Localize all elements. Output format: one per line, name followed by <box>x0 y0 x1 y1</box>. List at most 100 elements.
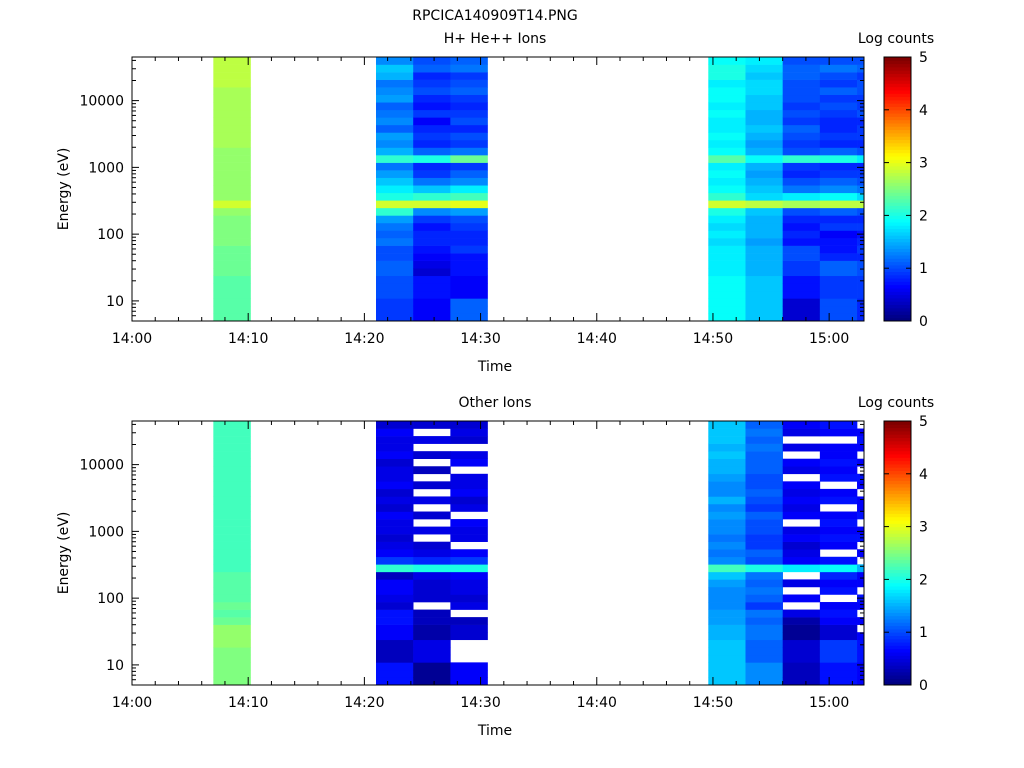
colorbar-swatch <box>884 172 911 177</box>
heatmap-cell <box>708 215 746 224</box>
heatmap-cell <box>376 215 414 224</box>
heatmap-cell <box>376 109 414 118</box>
heatmap-cell <box>213 677 251 686</box>
colorbar-swatch <box>884 592 911 597</box>
heatmap-cell <box>819 586 858 595</box>
colorbar-swatch <box>884 579 911 584</box>
heatmap-cell <box>213 534 251 542</box>
colorbar-swatch <box>884 66 911 71</box>
colorbar-swatch <box>884 576 911 580</box>
heatmap-cell <box>450 200 488 209</box>
heatmap-cell <box>376 207 414 216</box>
heatmap-cell <box>857 109 865 118</box>
colorbar-swatch <box>884 159 911 164</box>
colorbar-swatch <box>884 278 911 282</box>
heatmap-cell <box>745 609 783 618</box>
heatmap-cell <box>819 564 858 573</box>
heatmap-cell <box>745 185 783 194</box>
heatmap-cell <box>376 94 414 103</box>
heatmap-cell <box>376 481 414 490</box>
heatmap-cell <box>376 624 414 633</box>
heatmap-cell <box>376 602 414 610</box>
colorbar-swatch <box>884 271 911 276</box>
heatmap-cell <box>213 57 251 65</box>
colorbar-swatch <box>884 189 911 193</box>
colorbar-swatch <box>884 612 911 617</box>
heatmap-cell <box>857 200 865 209</box>
y-tick-label: 10 <box>106 658 124 674</box>
heatmap-cell <box>213 496 251 505</box>
colorbar-swatch <box>884 225 911 230</box>
heatmap-cell <box>745 436 783 444</box>
heatmap-cell <box>782 677 821 686</box>
colorbar-swatch <box>884 274 911 279</box>
colorbar-tick-label: 0 <box>919 678 928 694</box>
heatmap-cell <box>745 541 783 550</box>
heatmap-cell <box>857 602 865 610</box>
heatmap-cell <box>745 602 783 610</box>
heatmap-cell <box>745 677 783 686</box>
heatmap-cell <box>782 541 821 550</box>
heatmap-cell <box>745 556 783 565</box>
heatmap-cell <box>745 503 783 512</box>
colorbar-swatch <box>884 424 911 429</box>
heatmap-cell <box>708 207 746 216</box>
colorbar-swatch <box>884 671 911 676</box>
y-tick-label: 1000 <box>88 524 124 540</box>
heatmap-cell <box>376 549 414 558</box>
colorbar-swatch <box>884 440 911 445</box>
heatmap-cell <box>213 155 251 163</box>
heatmap-cell <box>745 79 783 88</box>
heatmap-cell <box>213 124 251 133</box>
colorbar-swatch <box>884 258 911 263</box>
heatmap-cell <box>745 64 783 73</box>
heatmap-cell <box>213 647 251 656</box>
heatmap-cell <box>708 162 746 171</box>
heatmap-cell <box>213 579 251 588</box>
heatmap-cell <box>857 87 865 96</box>
colorbar-swatch <box>884 307 911 312</box>
heatmap-cell <box>857 617 865 625</box>
heatmap-cell <box>413 466 451 475</box>
heatmap-cell <box>857 571 865 580</box>
heatmap-cell <box>213 609 251 618</box>
heatmap-cell <box>708 132 746 141</box>
heatmap-cell <box>413 677 451 686</box>
heatmap-cell <box>819 139 858 148</box>
heatmap-cell <box>819 654 858 663</box>
colorbar-swatch <box>884 126 911 131</box>
heatmap-cell <box>450 57 488 65</box>
heatmap-cell <box>213 662 251 671</box>
heatmap-cell <box>708 632 746 641</box>
heatmap-cell <box>376 238 414 246</box>
colorbar-swatch <box>884 533 911 537</box>
heatmap-cell <box>708 662 746 671</box>
heatmap-cell <box>819 117 858 126</box>
colorbar-swatch <box>884 566 911 570</box>
heatmap-cell <box>413 451 451 460</box>
heatmap-cell <box>819 534 858 542</box>
colorbar-swatch <box>884 470 911 475</box>
heatmap-cell <box>450 473 488 482</box>
heatmap-cell <box>450 519 488 527</box>
heatmap-cell <box>213 564 251 573</box>
heatmap-cell <box>819 298 858 307</box>
colorbar-swatch <box>884 146 911 150</box>
heatmap-cell <box>376 662 414 671</box>
heatmap-cell <box>708 253 746 261</box>
heatmap-cell <box>782 624 821 633</box>
heatmap-cell <box>213 436 251 444</box>
heatmap-cell <box>413 283 451 292</box>
heatmap-cell <box>857 503 865 512</box>
heatmap-cell <box>782 72 821 80</box>
heatmap-cell <box>857 275 865 284</box>
heatmap-cell <box>708 556 746 565</box>
heatmap-cell <box>782 669 821 678</box>
heatmap-cell <box>376 102 414 111</box>
colorbar-swatch <box>884 655 911 660</box>
heatmap-cell <box>213 162 251 171</box>
heatmap-cell <box>708 87 746 96</box>
heatmap-cell <box>745 594 783 603</box>
